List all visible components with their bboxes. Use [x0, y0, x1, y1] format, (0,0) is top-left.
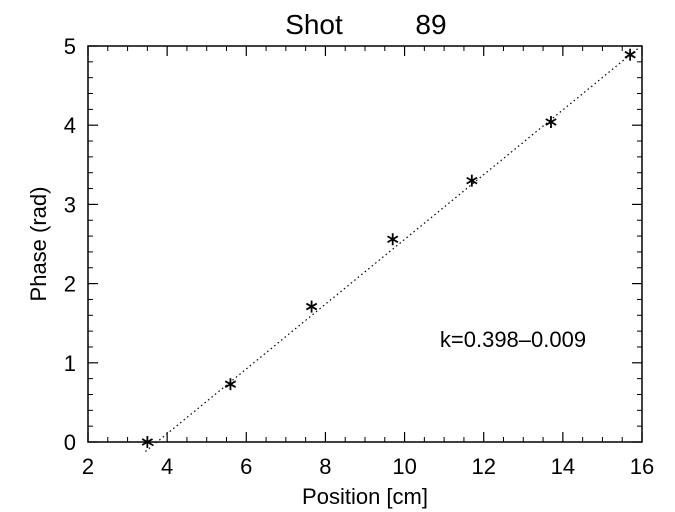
x-axis-tick-labels: 2 4 6 8 10 12 14 16: [82, 454, 654, 479]
data-points: [141, 48, 636, 448]
data-point-asterisk: [466, 174, 478, 187]
y-axis-tick-labels: 0 1 2 3 4 5: [64, 34, 76, 455]
y-tick-label: 0: [64, 430, 76, 455]
x-tick-label: 8: [319, 454, 331, 479]
x-tick-label: 2: [82, 454, 94, 479]
y-tick-label: 4: [64, 113, 76, 138]
x-tick-label: 6: [240, 454, 252, 479]
y-tick-label: 3: [64, 192, 76, 217]
linear-fit-line: [144, 47, 639, 452]
y-tick-label: 1: [64, 351, 76, 376]
x-axis-ticks: [87, 46, 643, 442]
x-axis-title: Position [cm]: [302, 484, 428, 509]
slope-annotation: k=0.398–0.009: [440, 327, 586, 352]
y-axis-ticks: [88, 45, 642, 443]
x-tick-label: 12: [471, 454, 495, 479]
data-point-asterisk: [624, 48, 636, 61]
y-tick-label: 2: [64, 272, 76, 297]
y-axis-title: Phase (rad): [26, 187, 51, 302]
x-tick-label: 16: [630, 454, 654, 479]
data-point-asterisk: [141, 436, 154, 448]
x-tick-label: 4: [161, 454, 173, 479]
x-tick-label: 14: [551, 454, 575, 479]
data-point-asterisk: [545, 116, 557, 129]
x-tick-label: 10: [392, 454, 416, 479]
data-point-asterisk: [224, 378, 237, 391]
data-point-asterisk: [387, 233, 399, 246]
y-tick-label: 5: [64, 34, 76, 59]
plot-area-frame: [87, 45, 643, 443]
data-point-asterisk: [305, 300, 318, 313]
chart-title-label: Shot: [285, 9, 343, 40]
chart-title-shot-number: 89: [415, 9, 446, 40]
